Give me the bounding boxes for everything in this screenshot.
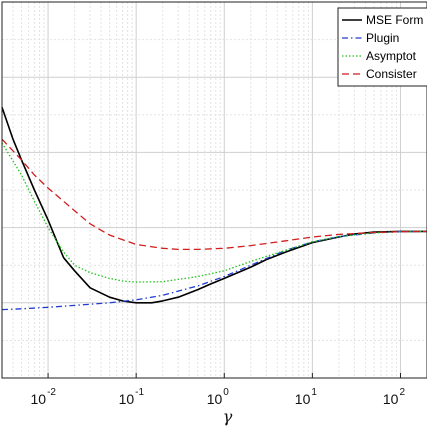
x-tick-exponent: -2 [47,387,56,398]
x-axis-label: γ [223,407,233,426]
x-tick-label: 10 -1 [119,387,145,407]
series-layer [1,107,427,311]
x-tick-exponent: 2 [399,387,405,398]
x-tick-labels: 10 -2 10 -1 10 0 10 1 10 2 [30,373,405,407]
legend: MSE Form Plugin Asymptot Consister [337,7,427,87]
legend-label: Asymptot [366,49,417,63]
legend-entry: MSE Form [342,13,423,27]
legend-entry: Consister [342,67,417,81]
x-tick-base: 10 [207,391,223,407]
x-tick-label: 10 2 [383,387,406,407]
series-line-2 [1,230,427,311]
legend-label: Plugin [366,31,399,45]
x-tick-exponent: 1 [311,387,317,398]
legend-entry: Plugin [342,31,399,45]
series-line-4 [1,138,427,251]
legend-box [337,7,427,87]
grid-lines [1,2,427,378]
series-line-1 [1,107,427,304]
x-tick-label: 10 -2 [30,387,56,407]
x-tick-base: 10 [295,391,311,407]
legend-label: MSE Form [366,13,423,27]
x-tick-base: 10 [383,391,399,407]
x-tick-base: 10 [30,391,46,407]
x-tick-exponent: 0 [223,387,229,398]
x-tick-label: 10 0 [207,387,230,407]
x-tick-base: 10 [119,391,135,407]
legend-label: Consister [366,67,417,81]
legend-entry: Asymptot [342,49,417,63]
x-tick-exponent: -1 [135,387,144,398]
x-tick-label: 10 1 [295,387,318,407]
plot-frame [1,1,427,379]
